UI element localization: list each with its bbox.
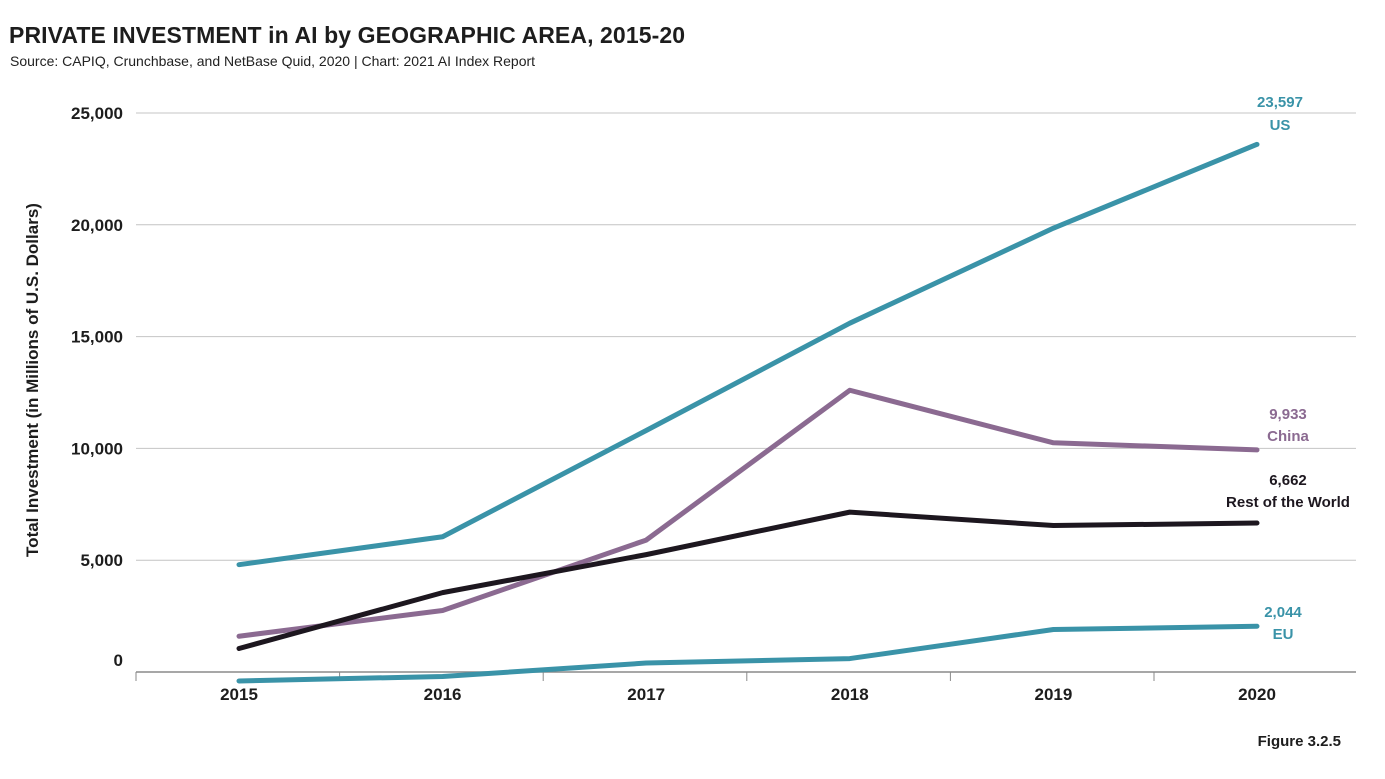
series-line-us (236, 141, 1260, 568)
series-lines (236, 141, 1260, 684)
y-tick-label: 25,000 (71, 104, 123, 123)
series-end-labels: 23,597 US 9,933 China 6,662 Rest of the World… (1226, 94, 1350, 643)
end-value-label-rest-of-the-world: 6,662 (1269, 472, 1307, 489)
x-tick-label: 2015 (220, 685, 258, 704)
end-value-label-us: 23,597 (1257, 94, 1303, 111)
x-tick-label: 2017 (627, 685, 665, 704)
x-tick-label: 2018 (831, 685, 869, 704)
y-tick-label: 0 (114, 651, 123, 670)
y-tick-label: 10,000 (71, 439, 123, 458)
x-axis-ticks: 2015 2016 2017 2018 2019 2020 (135, 672, 1276, 704)
y-axis-label: Total Investment (in Millions of U.S. Do… (23, 203, 42, 557)
series-name-label-rest-of-the-world: Rest of the World (1226, 494, 1350, 511)
y-tick-label: 5,000 (80, 551, 123, 570)
gridlines (136, 112, 1356, 673)
series-name-label-eu: EU (1273, 626, 1294, 643)
series-line-china (236, 387, 1260, 639)
y-tick-label: 15,000 (71, 328, 123, 347)
series-line-eu (236, 623, 1260, 684)
series-name-label-china: China (1267, 428, 1309, 445)
chart-title: PRIVATE INVESTMENT in AI by GEOGRAPHIC A… (9, 22, 686, 48)
x-tick-label: 2016 (424, 685, 462, 704)
series-line-rest-of-the-world (236, 509, 1260, 652)
end-value-label-china: 9,933 (1269, 406, 1307, 423)
end-value-label-eu: 2,044 (1264, 604, 1302, 621)
chart-subtitle: Source: CAPIQ, Crunchbase, and NetBase Q… (10, 53, 536, 69)
y-axis-ticks: 0 5,000 10,000 15,000 20,000 25,000 (71, 104, 123, 670)
series-name-label-us: US (1270, 117, 1291, 134)
x-tick-label: 2019 (1034, 685, 1072, 704)
y-tick-label: 20,000 (71, 216, 123, 235)
figure-number: Figure 3.2.5 (1257, 733, 1341, 750)
x-tick-label: 2020 (1238, 685, 1276, 704)
